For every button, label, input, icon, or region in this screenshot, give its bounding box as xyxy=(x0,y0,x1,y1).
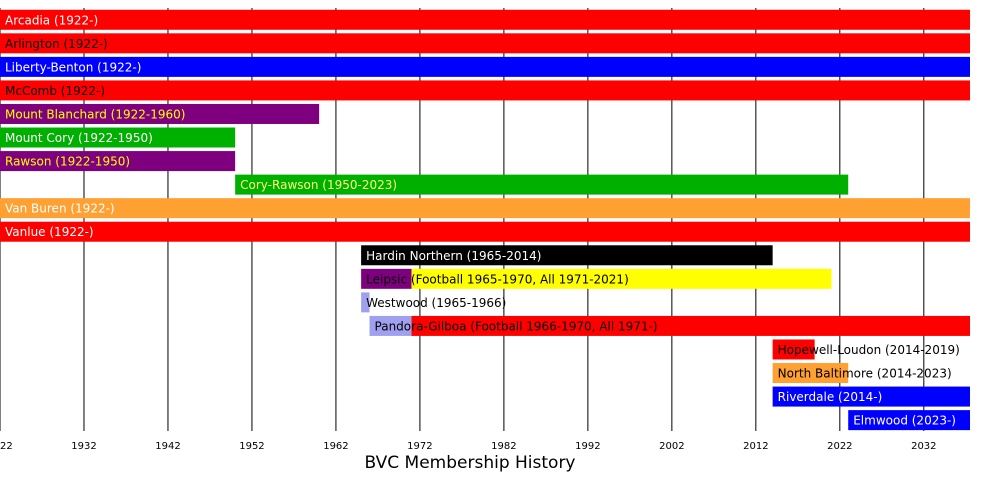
bar-label: Liberty-Benton (1922-) xyxy=(5,60,141,74)
x-tick-label: 1982 xyxy=(491,441,516,452)
bar-label: Elmwood (2023-) xyxy=(853,414,956,428)
bar-segment xyxy=(772,363,849,384)
bar-label: Mount Cory (1922-1950) xyxy=(5,131,153,145)
x-tick-label: 1962 xyxy=(323,441,348,452)
chart-title: BVC Membership History xyxy=(365,453,576,473)
bar-label: Riverdale (2014-) xyxy=(778,390,883,404)
bar-segment xyxy=(411,268,832,289)
x-tick-label: 2002 xyxy=(659,441,684,452)
x-tick-label: 2022 xyxy=(827,441,852,452)
bar-segment xyxy=(772,386,970,407)
bar-segment xyxy=(0,198,970,219)
bar-segment xyxy=(0,33,970,54)
bar-segment xyxy=(0,151,236,172)
bar-label: Arlington (1922-) xyxy=(5,37,108,51)
bar-label: McComb (1922-) xyxy=(5,84,105,98)
bar-segment xyxy=(772,339,815,360)
bar-segment xyxy=(0,221,970,242)
x-tick-label: 1932 xyxy=(71,441,96,452)
bar-label: Arcadia (1922-) xyxy=(5,13,98,27)
bar-label: Leipsic (Football 1965-1970, All 1971-20… xyxy=(366,272,629,286)
bar-segment xyxy=(369,315,412,336)
x-tick-label: 1942 xyxy=(155,441,180,452)
bar-label: Hardin Northern (1965-2014) xyxy=(366,249,541,263)
x-tick-label: 1952 xyxy=(239,441,264,452)
x-tick-label: 1972 xyxy=(407,441,432,452)
bar-label: Pandora-Gilboa (Football 1966-1970, All … xyxy=(375,319,658,333)
bar-segment xyxy=(361,268,412,289)
bar-label: Van Buren (1922-) xyxy=(5,202,115,216)
x-tick-label: 1992 xyxy=(575,441,600,452)
bar-label: Hopewell-Loudon (2014-2019) xyxy=(778,343,960,357)
bar-segment xyxy=(0,103,320,124)
bar-label: Vanlue (1922-) xyxy=(5,225,94,239)
bar-label: Cory-Rawson (1950-2023) xyxy=(240,178,397,192)
bar-label: Westwood (1965-1966) xyxy=(366,296,506,310)
bar-segment xyxy=(0,80,970,101)
bar-segment xyxy=(411,315,970,336)
bar-segment xyxy=(0,56,970,77)
bar-segment xyxy=(235,174,849,195)
bar-segment xyxy=(361,292,370,313)
bar-segment xyxy=(848,410,970,431)
bar-label: North Baltimore (2014-2023) xyxy=(778,367,952,381)
bar-label: Mount Blanchard (1922-1960) xyxy=(5,107,185,121)
x-tick-label: 2012 xyxy=(743,441,768,452)
bar-segment xyxy=(361,245,773,266)
bar-segment xyxy=(0,127,236,148)
x-tick-label: 2032 xyxy=(911,441,936,452)
bar-label: Rawson (1922-1950) xyxy=(5,155,130,169)
x-tick-label: 1922 xyxy=(0,441,13,452)
bar-segment xyxy=(0,9,970,30)
